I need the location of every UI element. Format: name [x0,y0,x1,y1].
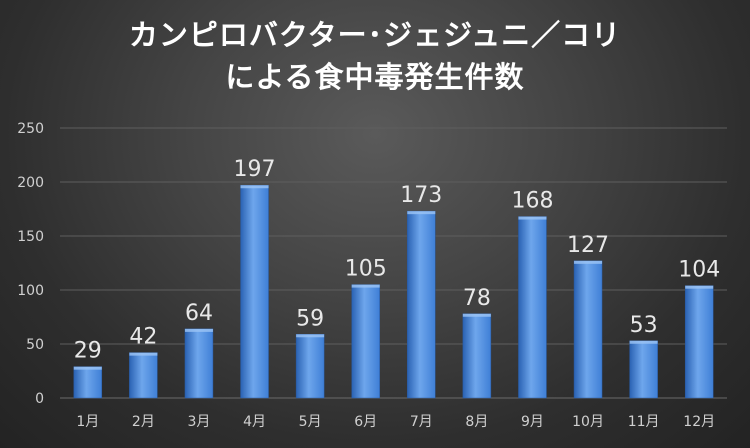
bar [184,328,214,399]
bar [518,216,547,399]
bar-top-highlight [351,284,380,288]
data-label: 104 [678,258,720,283]
bar [684,285,714,399]
bar-top-highlight [518,216,547,220]
x-tick-label: 11月 [628,414,660,430]
y-tick-label: 250 [17,121,44,137]
chart-title: カンピロバクター･ジェジュニ／コリ による食中毒発生件数 [0,14,750,98]
data-label: 78 [463,286,491,311]
bar [240,184,269,399]
x-tick-label: 2月 [132,414,155,430]
y-tick-label: 100 [17,283,44,299]
bar-top-highlight [574,260,603,264]
y-tick-label: 0 [35,391,44,407]
data-label: 42 [129,325,157,350]
bar [129,352,158,399]
y-tick-label: 200 [17,175,44,191]
x-tick-label: 4月 [243,414,266,430]
chart-title-line-2: による食中毒発生件数 [225,60,525,94]
data-label: 197 [234,157,276,182]
bar [629,340,658,399]
data-label: 59 [296,306,324,331]
x-tick-label: 5月 [299,414,322,430]
x-tick-label: 3月 [187,414,210,430]
data-label: 105 [345,257,387,282]
x-tick-label: 10月 [572,414,604,430]
bar-top-highlight [407,211,436,215]
bar [351,284,380,399]
bar-top-highlight [240,185,269,189]
x-tick-label: 1月 [76,414,99,430]
bar [73,366,103,399]
bar [462,313,492,399]
x-tick-label: 12月 [683,414,715,430]
data-label: 64 [185,301,213,326]
x-tick-label: 8月 [465,414,488,430]
chart-title-line-1: カンピロバクター･ジェジュニ／コリ [128,18,622,52]
data-label: 53 [630,313,658,338]
bar-top-highlight [462,313,491,317]
bar [295,334,325,399]
bar-top-highlight [73,366,102,370]
bar [573,260,603,399]
bar [407,210,436,399]
bar-top-highlight [129,352,158,356]
bar-top-highlight [296,334,325,338]
bar-top-highlight [184,328,213,332]
x-tick-label: 6月 [354,414,377,430]
bar-top-highlight [685,285,714,289]
data-label: 168 [511,189,553,214]
data-label: 29 [74,339,102,364]
bar-top-highlight [629,340,658,344]
x-tick-label: 7月 [410,414,433,430]
y-tick-label: 50 [26,337,44,353]
data-label: 173 [400,183,442,208]
x-tick-label: 9月 [521,414,544,430]
data-label: 127 [567,233,609,258]
y-tick-label: 150 [17,229,44,245]
